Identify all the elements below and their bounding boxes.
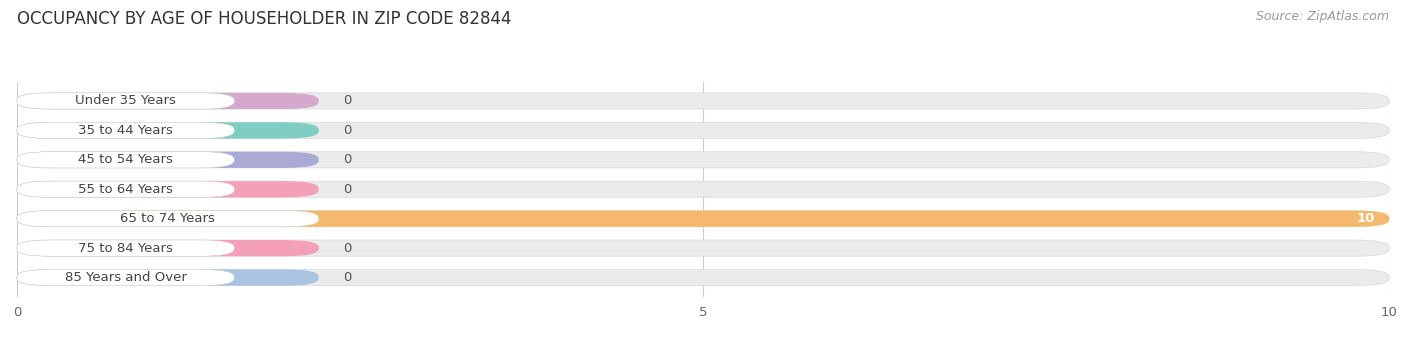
FancyBboxPatch shape [17,93,1389,109]
Text: OCCUPANCY BY AGE OF HOUSEHOLDER IN ZIP CODE 82844: OCCUPANCY BY AGE OF HOUSEHOLDER IN ZIP C… [17,10,512,28]
FancyBboxPatch shape [17,240,235,256]
FancyBboxPatch shape [17,122,235,138]
Text: 55 to 64 Years: 55 to 64 Years [79,183,173,196]
FancyBboxPatch shape [17,152,1389,168]
FancyBboxPatch shape [17,269,1389,286]
Text: Source: ZipAtlas.com: Source: ZipAtlas.com [1256,10,1389,23]
Text: 0: 0 [343,271,352,284]
FancyBboxPatch shape [17,93,319,109]
FancyBboxPatch shape [17,181,319,197]
FancyBboxPatch shape [17,211,1389,227]
FancyBboxPatch shape [17,211,319,227]
Text: 45 to 54 Years: 45 to 54 Years [79,153,173,166]
FancyBboxPatch shape [17,269,319,286]
FancyBboxPatch shape [17,240,1389,256]
FancyBboxPatch shape [17,93,235,109]
Text: 65 to 74 Years: 65 to 74 Years [121,212,215,225]
FancyBboxPatch shape [17,122,319,138]
Text: 0: 0 [343,124,352,137]
FancyBboxPatch shape [17,269,235,286]
FancyBboxPatch shape [17,122,1389,138]
Text: 0: 0 [343,153,352,166]
FancyBboxPatch shape [17,152,319,168]
Text: 10: 10 [1357,212,1375,225]
FancyBboxPatch shape [17,152,235,168]
Text: 0: 0 [343,94,352,107]
Text: 0: 0 [343,242,352,255]
FancyBboxPatch shape [17,211,1389,227]
Text: 85 Years and Over: 85 Years and Over [65,271,187,284]
Text: 35 to 44 Years: 35 to 44 Years [79,124,173,137]
Text: Under 35 Years: Under 35 Years [75,94,176,107]
Text: 75 to 84 Years: 75 to 84 Years [79,242,173,255]
Text: 0: 0 [343,183,352,196]
FancyBboxPatch shape [17,240,319,256]
FancyBboxPatch shape [17,181,235,197]
FancyBboxPatch shape [17,181,1389,197]
